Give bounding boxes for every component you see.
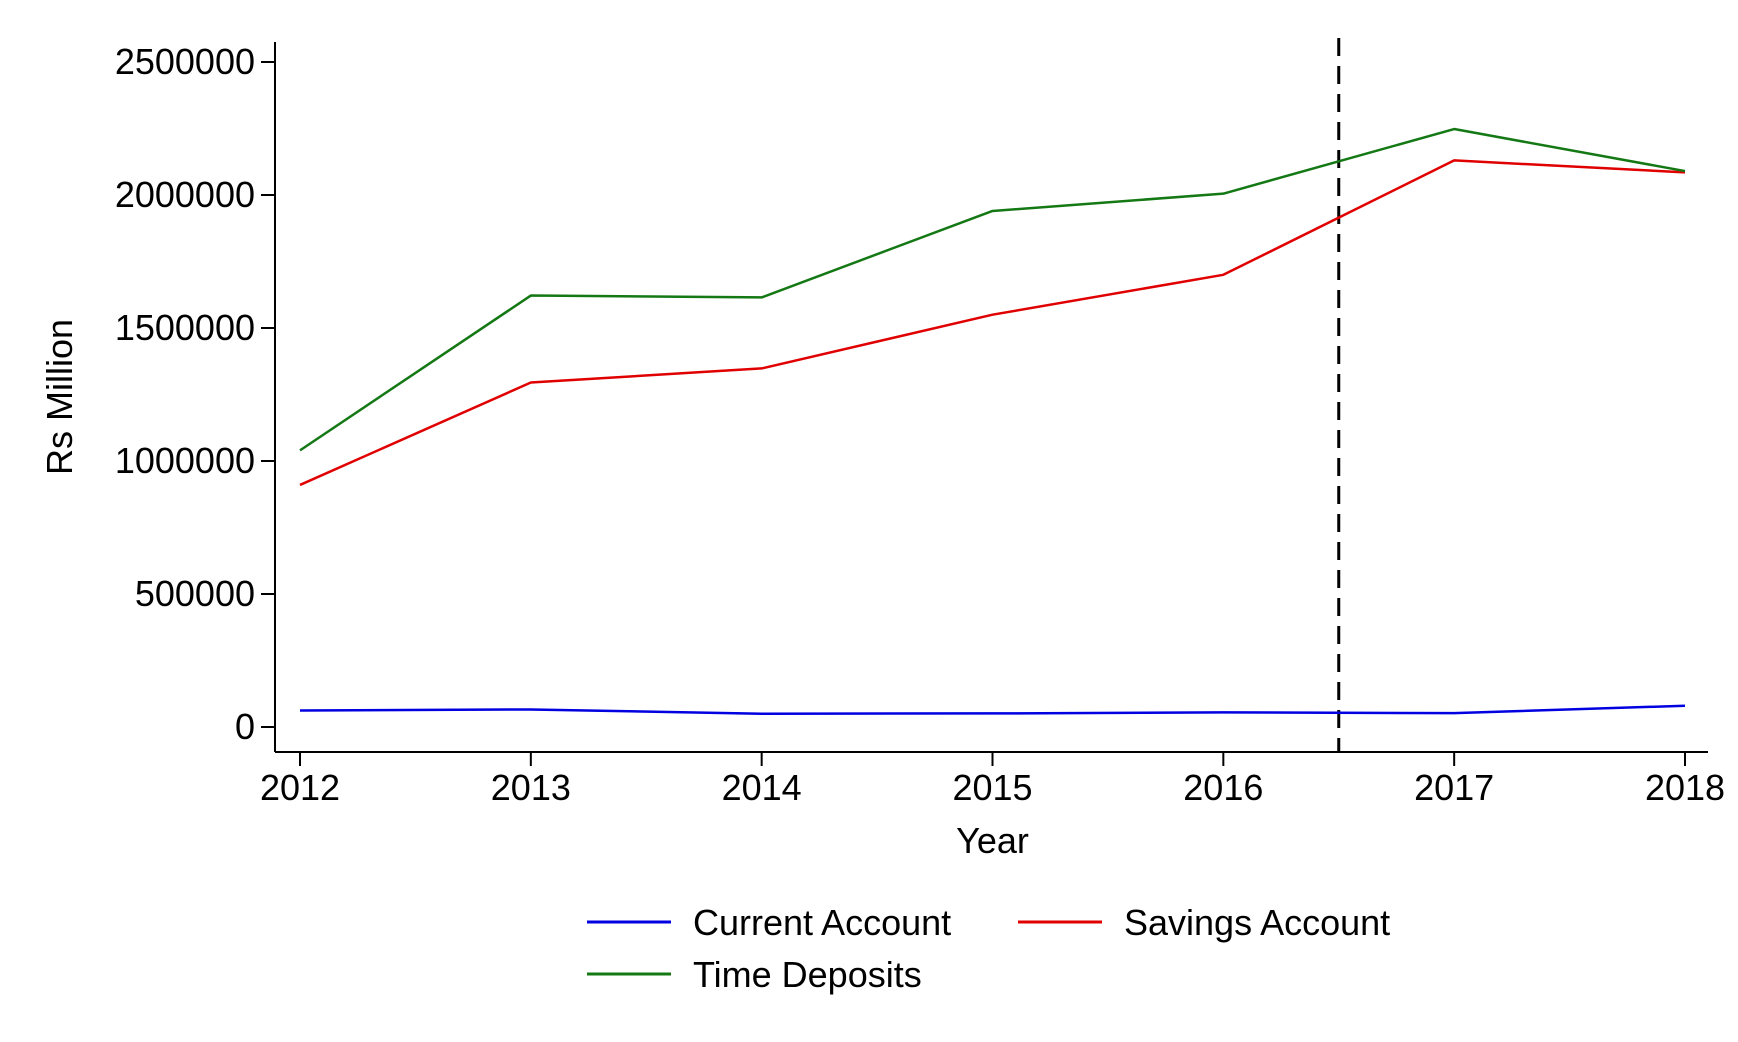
x-tick-label: 2016 (1183, 767, 1263, 808)
y-tick-label: 1500000 (115, 307, 255, 348)
x-tick-label: 2017 (1414, 767, 1494, 808)
y-tick-label: 500000 (135, 573, 255, 614)
y-axis-title: Rs Million (39, 319, 80, 475)
y-tick-label: 2000000 (115, 174, 255, 215)
x-tick-label: 2015 (952, 767, 1032, 808)
legend-label-savings-account: Savings Account (1124, 902, 1390, 943)
x-axis-title: Year (956, 820, 1029, 861)
x-tick-label: 2012 (260, 767, 340, 808)
axes: 0 500000 1000000 1500000 2000000 2500000 2012 2… (115, 41, 1725, 808)
y-tick-label: 0 (235, 706, 255, 747)
x-tick-label: 2014 (722, 767, 802, 808)
y-tick-label: 2500000 (115, 41, 255, 82)
plot-area (299, 38, 1686, 752)
x-tick-label: 2013 (491, 767, 571, 808)
y-tick-label: 1000000 (115, 440, 255, 481)
series-line-time-deposits (299, 127, 1686, 452)
legend-label-time-deposits: Time Deposits (693, 954, 922, 995)
series-line-savings-account (299, 159, 1686, 487)
legend: Current Account Savings Account Time Depos… (587, 902, 1390, 995)
legend-label-current-account: Current Account (693, 902, 951, 943)
x-tick-label: 2018 (1645, 767, 1725, 808)
series-line-current-account (299, 704, 1686, 715)
